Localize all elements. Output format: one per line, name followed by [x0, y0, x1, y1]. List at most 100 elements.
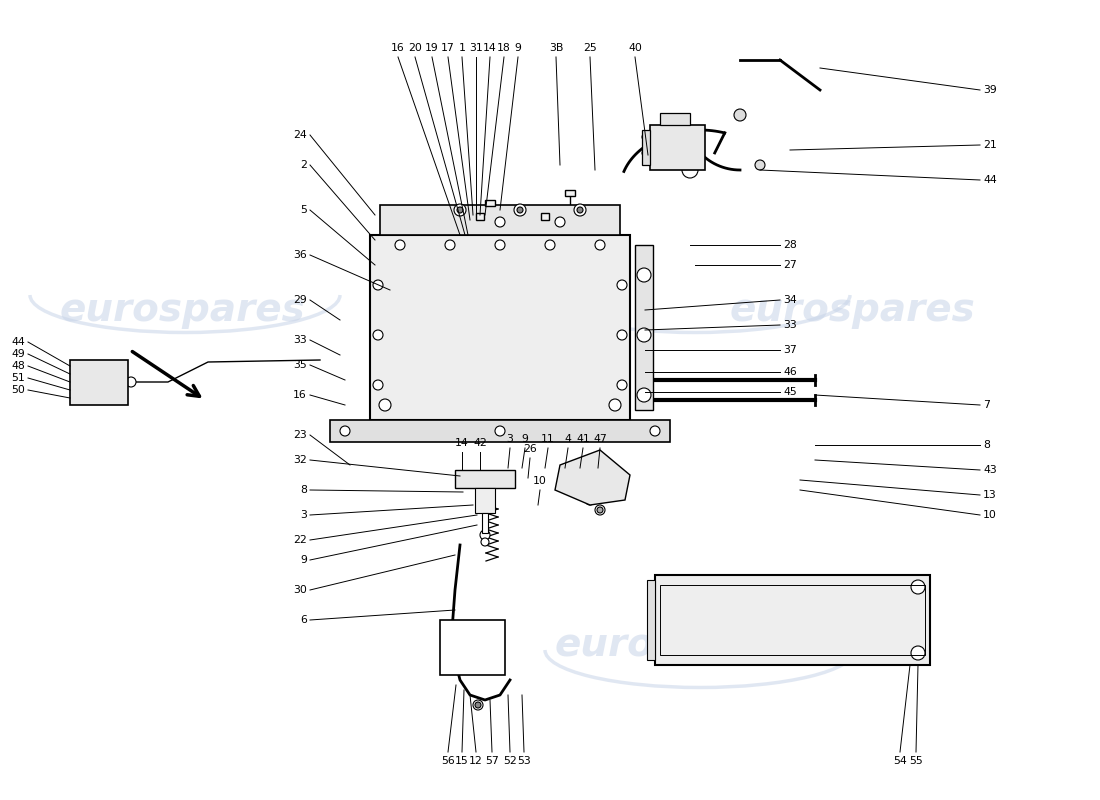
Circle shape [447, 642, 453, 649]
Text: 12: 12 [469, 756, 483, 766]
Text: 24: 24 [294, 130, 307, 140]
Polygon shape [556, 450, 630, 505]
Circle shape [340, 426, 350, 436]
Circle shape [617, 280, 627, 290]
Text: 29: 29 [294, 295, 307, 305]
Text: 57: 57 [485, 756, 499, 766]
Text: 26: 26 [524, 444, 537, 454]
Text: 9: 9 [515, 43, 521, 53]
Bar [330, 420, 670, 442]
Circle shape [617, 380, 627, 390]
Text: 33: 33 [783, 320, 796, 330]
Text: 1: 1 [459, 43, 465, 53]
Circle shape [682, 162, 698, 178]
Circle shape [373, 330, 383, 340]
Text: 56: 56 [441, 756, 455, 766]
Circle shape [488, 626, 495, 634]
Circle shape [473, 700, 483, 710]
Bar [475, 488, 495, 513]
Text: 44: 44 [983, 175, 997, 185]
Bar [482, 513, 488, 533]
Circle shape [514, 204, 526, 216]
Text: 20: 20 [408, 43, 422, 53]
Text: 13: 13 [983, 490, 997, 500]
Text: 5: 5 [300, 205, 307, 215]
Circle shape [572, 487, 578, 493]
Circle shape [517, 207, 522, 213]
Text: 52: 52 [503, 756, 517, 766]
Circle shape [495, 240, 505, 250]
Text: 48: 48 [11, 361, 25, 371]
Circle shape [574, 204, 586, 216]
Bar [647, 580, 654, 660]
Circle shape [637, 328, 651, 342]
Text: eurospares: eurospares [556, 626, 801, 664]
Text: 8: 8 [300, 485, 307, 495]
Circle shape [498, 472, 512, 486]
Circle shape [587, 469, 603, 485]
Text: 54: 54 [893, 756, 906, 766]
Circle shape [456, 207, 463, 213]
Circle shape [609, 399, 622, 411]
Text: 6: 6 [300, 615, 307, 625]
Bar [541, 213, 549, 220]
Text: 41: 41 [576, 434, 590, 444]
Bar [440, 620, 505, 675]
Circle shape [578, 207, 583, 213]
Text: 23: 23 [294, 430, 307, 440]
Text: 7: 7 [983, 400, 990, 410]
Circle shape [373, 380, 383, 390]
Circle shape [373, 280, 383, 290]
Circle shape [556, 217, 565, 227]
Circle shape [585, 495, 595, 505]
Circle shape [126, 377, 136, 387]
Text: 9: 9 [300, 555, 307, 565]
Bar [379, 205, 620, 235]
Circle shape [650, 426, 660, 436]
Bar [654, 575, 930, 665]
Text: 30: 30 [293, 585, 307, 595]
Text: 33: 33 [294, 335, 307, 345]
Text: 27: 27 [783, 260, 796, 270]
Text: 42: 42 [473, 438, 487, 448]
Circle shape [597, 507, 603, 513]
Bar [370, 235, 630, 420]
Bar [485, 200, 495, 206]
Circle shape [617, 330, 627, 340]
Circle shape [595, 505, 605, 515]
Circle shape [734, 109, 746, 121]
Circle shape [379, 399, 390, 411]
Text: 16: 16 [294, 390, 307, 400]
Circle shape [461, 642, 468, 649]
Circle shape [911, 646, 925, 660]
Text: 10: 10 [534, 476, 547, 486]
Circle shape [474, 626, 482, 634]
Circle shape [395, 240, 405, 250]
Text: 46: 46 [783, 367, 796, 377]
Text: 4: 4 [564, 434, 571, 444]
Text: 2: 2 [300, 160, 307, 170]
Text: 21: 21 [983, 140, 997, 150]
Circle shape [488, 642, 495, 649]
Text: 8: 8 [983, 440, 990, 450]
Text: 18: 18 [497, 43, 510, 53]
Circle shape [480, 530, 490, 540]
Circle shape [642, 133, 650, 141]
Circle shape [642, 149, 650, 157]
Circle shape [475, 702, 481, 708]
Text: 31: 31 [469, 43, 483, 53]
Circle shape [488, 657, 495, 663]
Text: 36: 36 [294, 250, 307, 260]
Circle shape [458, 472, 472, 486]
Circle shape [755, 160, 764, 170]
Circle shape [461, 626, 468, 634]
Circle shape [447, 626, 453, 634]
Circle shape [587, 497, 593, 503]
Bar [642, 130, 650, 165]
Text: eurospares: eurospares [60, 291, 306, 329]
Text: 53: 53 [517, 756, 531, 766]
Bar [660, 585, 925, 655]
Text: 44: 44 [11, 337, 25, 347]
Circle shape [474, 642, 482, 649]
Text: 39: 39 [983, 85, 997, 95]
